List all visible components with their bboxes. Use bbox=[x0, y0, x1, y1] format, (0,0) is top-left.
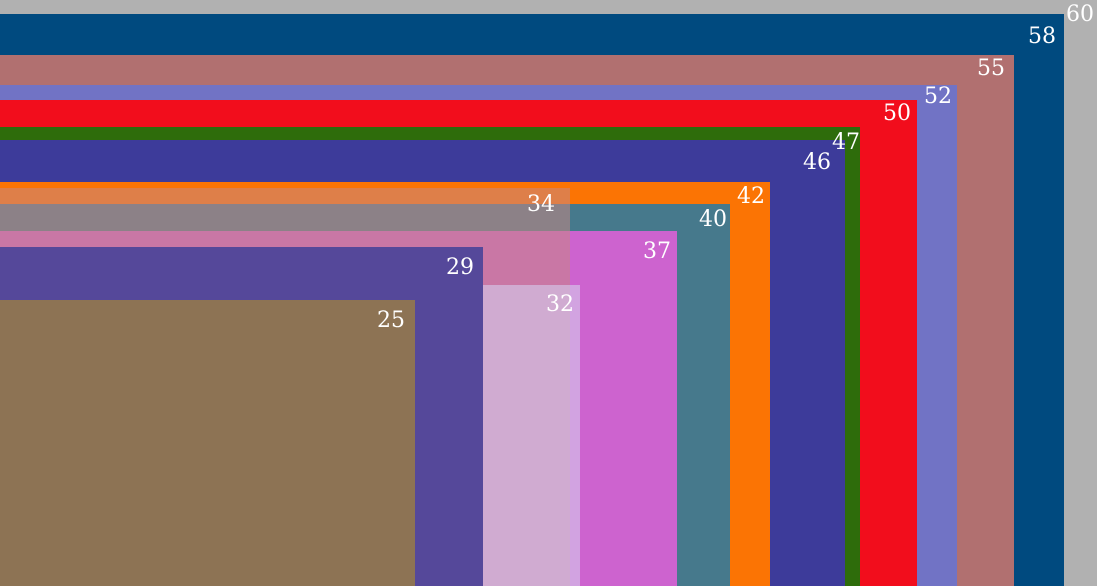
rect-label-37: 37 bbox=[643, 239, 671, 264]
rect-label-29: 29 bbox=[446, 255, 474, 280]
rect-label-47: 47 bbox=[832, 130, 860, 155]
rect-label-50: 50 bbox=[883, 101, 911, 126]
rect-label-25: 25 bbox=[377, 308, 405, 333]
rect-25 bbox=[0, 300, 415, 586]
rect-label-40: 40 bbox=[699, 207, 727, 232]
rect-label-55: 55 bbox=[977, 56, 1005, 81]
rect-label-52: 52 bbox=[924, 84, 952, 109]
rect-label-42: 42 bbox=[737, 184, 765, 209]
rect-label-46: 46 bbox=[803, 150, 831, 175]
rect-label-60: 60 bbox=[1066, 2, 1094, 27]
rect-label-34: 34 bbox=[527, 192, 555, 217]
rect-label-58: 58 bbox=[1028, 24, 1056, 49]
rect-label-32: 32 bbox=[546, 292, 574, 317]
